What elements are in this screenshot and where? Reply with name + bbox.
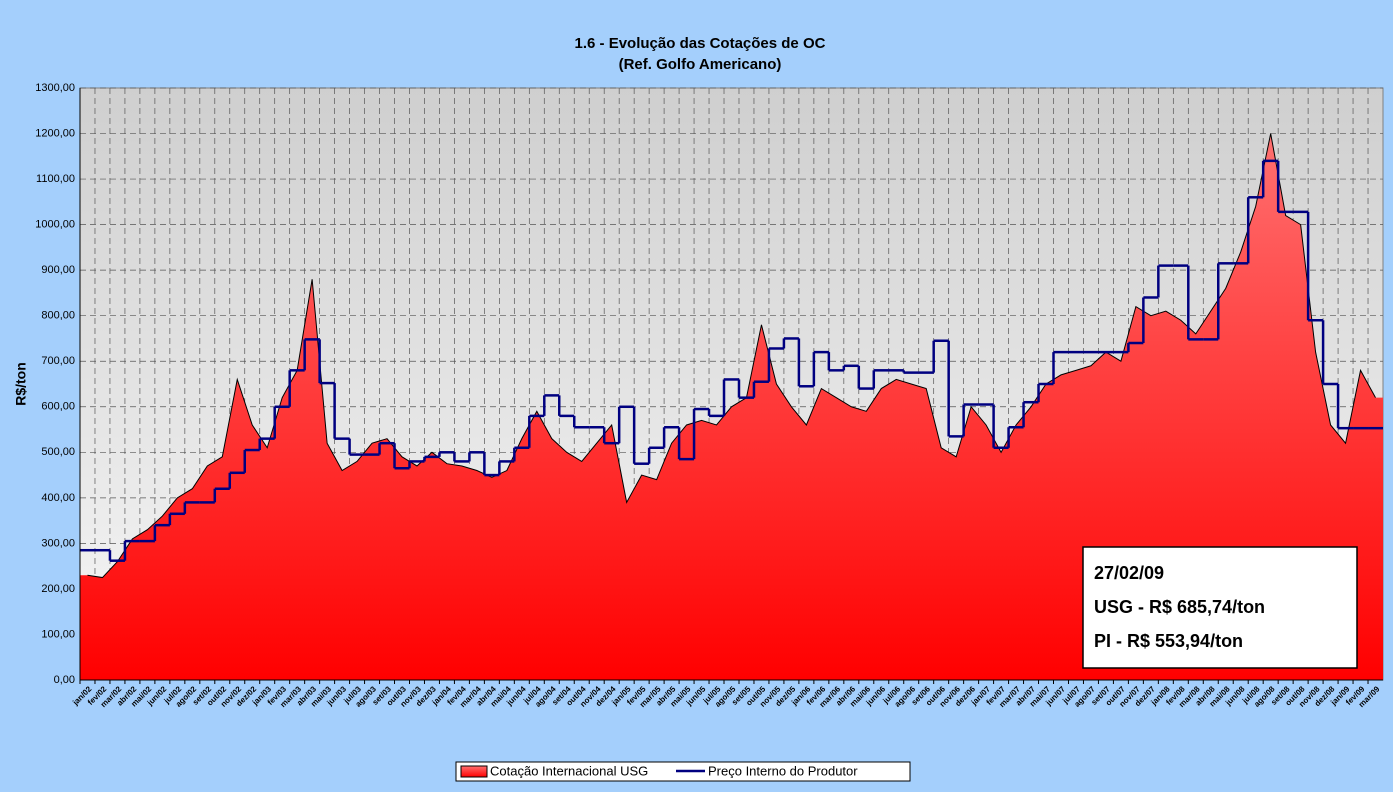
y-axis-label: R$/ton <box>13 362 29 406</box>
y-tick-label: 100,00 <box>41 628 75 640</box>
legend-swatch <box>460 765 488 778</box>
chart-subtitle: (Ref. Golfo Americano) <box>619 56 782 73</box>
y-tick-label: 200,00 <box>41 583 75 595</box>
legend-label: Preço Interno do Produtor <box>708 763 858 778</box>
annotation: USG - R$ 685,74/ton <box>1094 597 1265 617</box>
y-tick-label: 400,00 <box>41 492 75 504</box>
y-tick-label: 0,00 <box>54 674 75 686</box>
y-tick-label: 1100,00 <box>36 173 75 185</box>
area-outline <box>87 133 1376 579</box>
annotation: PI - R$ 553,94/ton <box>1094 631 1243 651</box>
y-tick-label: 500,00 <box>41 446 75 458</box>
legend-label: Cotação Internacional USG <box>490 763 648 778</box>
annotation-box <box>1082 546 1358 669</box>
y-tick-label: 700,00 <box>41 355 75 367</box>
y-tick-label: 600,00 <box>41 401 75 413</box>
y-tick-label: 800,00 <box>41 310 75 322</box>
annotation: 27/02/09 <box>1094 563 1164 583</box>
y-tick-label: 1300,00 <box>35 82 75 94</box>
y-tick-label: 1200,00 <box>35 127 75 139</box>
y-tick-label: 300,00 <box>41 537 75 549</box>
y-tick-label: 1000,00 <box>35 219 75 231</box>
y-tick-label: 900,00 <box>41 264 75 276</box>
chart-title: 1.6 - Evolução das Cotações de OC <box>575 35 826 52</box>
